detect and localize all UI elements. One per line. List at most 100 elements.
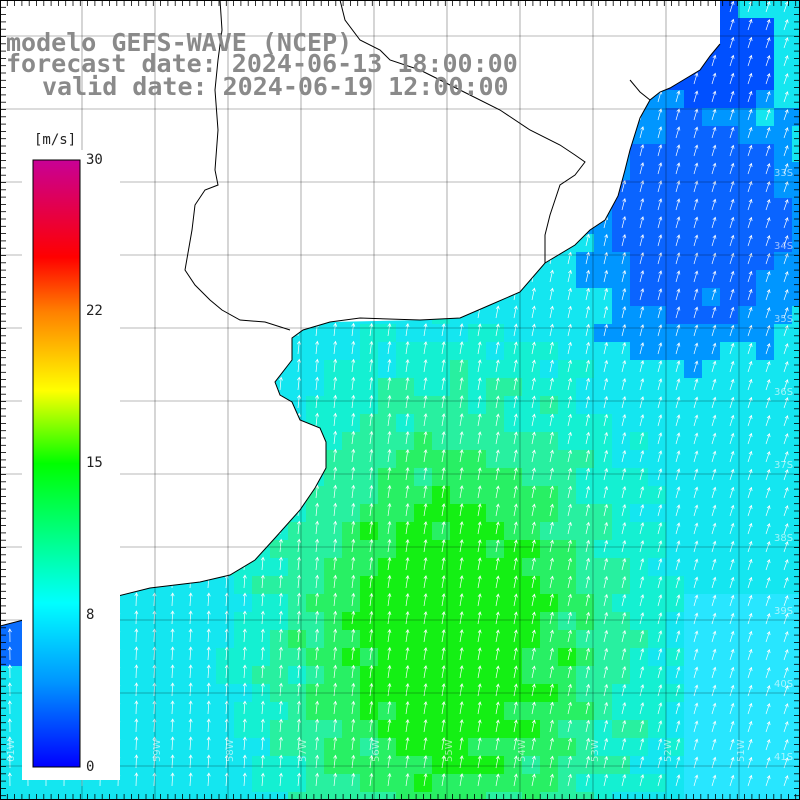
wind-arrow [711,90,717,103]
speed-cell [288,666,307,685]
speed-cell [630,612,649,631]
speed-cell [522,666,541,685]
wind-arrow [7,628,12,643]
speed-cell [576,432,595,451]
speed-cell [450,522,469,541]
wind-arrow [747,612,753,625]
wind-arrow [639,774,645,787]
speed-cell [360,342,379,361]
wind-arrow [513,377,518,391]
wind-arrow [621,197,627,211]
speed-cell [324,648,343,667]
longitude-label: 53W [590,739,601,762]
wind-arrow [675,306,681,319]
speed-cell [702,738,721,757]
wind-arrow [441,647,446,661]
wind-arrow [675,360,681,373]
speed-cell [684,396,703,415]
wind-arrow [729,180,735,193]
speed-cell [612,666,631,685]
speed-cell [720,90,739,109]
speed-cell [324,774,343,793]
speed-cell [666,108,685,127]
speed-cell [432,468,451,487]
speed-cell [684,612,703,631]
wind-arrow [747,702,753,715]
speed-cell [360,450,379,469]
wind-arrow [693,324,699,337]
speed-cell [360,432,379,451]
wind-arrow [387,358,392,373]
speed-cell [144,738,163,757]
speed-cell [630,432,649,451]
wind-arrow [387,610,392,625]
wind-arrow [7,664,12,679]
speed-cell [666,558,685,577]
wind-arrow [477,431,482,445]
speed-cell [738,432,757,451]
speed-cell [450,576,469,595]
speed-cell [594,432,613,451]
wind-arrow [441,485,446,499]
speed-cell [432,522,451,541]
speed-cell [486,792,505,800]
valid-date: valid date: 2024-06-19 12:00:00 [42,72,509,101]
speed-cell [738,486,757,505]
wind-arrow [260,772,265,787]
speed-cell [414,756,433,775]
wind-arrow [747,738,753,751]
speed-cell [774,180,793,199]
wind-arrow [639,378,645,391]
speed-cell [756,738,775,757]
wind-arrow [495,485,500,499]
wind-arrow [711,468,717,481]
wind-arrow [729,666,735,679]
speed-cell [324,504,343,523]
wind-arrow [603,449,609,463]
speed-cell [630,756,649,775]
speed-cell [612,558,631,577]
wind-arrow [260,556,265,571]
wind-arrow [639,666,645,679]
speed-cell [648,108,667,127]
speed-cell [540,396,559,415]
speed-cell [342,648,361,667]
speed-cell [756,234,775,253]
wind-arrow [603,719,609,733]
wind-arrow [351,340,356,355]
wind-arrow [387,718,392,733]
speed-cell [144,756,163,775]
wind-arrow [765,289,771,301]
speed-cell [558,720,577,739]
wind-arrow [747,666,753,679]
speed-cell [594,666,613,685]
wind-arrow [549,485,554,499]
wind-arrow [513,647,518,661]
wind-arrow [693,180,699,193]
speed-cell [648,738,667,757]
wind-arrow [603,269,609,283]
wind-arrow [351,772,356,787]
wind-arrow [351,628,356,643]
speed-cell [504,432,523,451]
speed-cell [792,756,800,775]
wind-arrow [423,683,428,697]
wind-arrow [747,450,753,463]
wind-arrow [765,163,771,175]
latitude-label: 39S [774,606,793,617]
wind-arrow [639,270,645,283]
speed-cell [18,792,37,800]
wind-arrow [333,574,338,589]
speed-cell [486,720,505,739]
speed-cell [774,90,793,109]
wind-arrow [693,738,699,751]
speed-cell [702,360,721,379]
wind-arrow [369,664,374,679]
wind-arrow [693,522,699,535]
wind-arrow [423,413,428,427]
speed-cell [540,414,559,433]
speed-cell [450,504,469,523]
speed-cell [396,774,415,793]
speed-cell [540,612,559,631]
wind-arrow [405,376,410,391]
